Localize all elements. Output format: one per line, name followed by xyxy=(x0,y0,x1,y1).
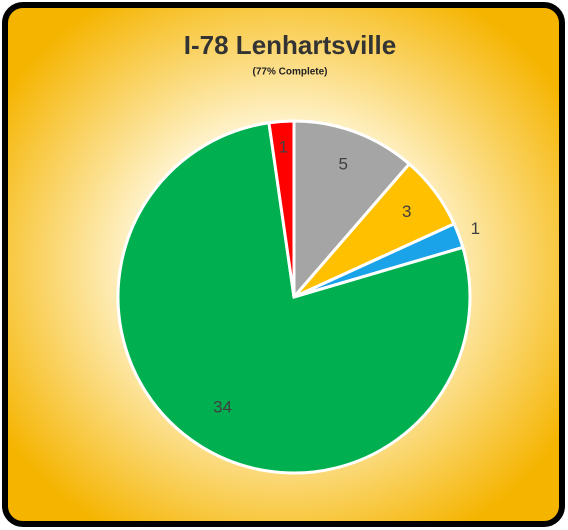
data-label: 3 xyxy=(402,202,411,221)
pie-slice xyxy=(267,119,296,298)
data-label: 5 xyxy=(338,155,347,174)
chart-title: I-78 Lenhartsville xyxy=(184,30,396,60)
data-label: 34 xyxy=(213,398,232,417)
data-label: 1 xyxy=(471,219,480,238)
pie-slice xyxy=(116,121,472,475)
data-label: 1 xyxy=(279,137,288,156)
pie-slice xyxy=(292,119,412,302)
chart-subtitle: (77% Complete) xyxy=(252,67,327,78)
